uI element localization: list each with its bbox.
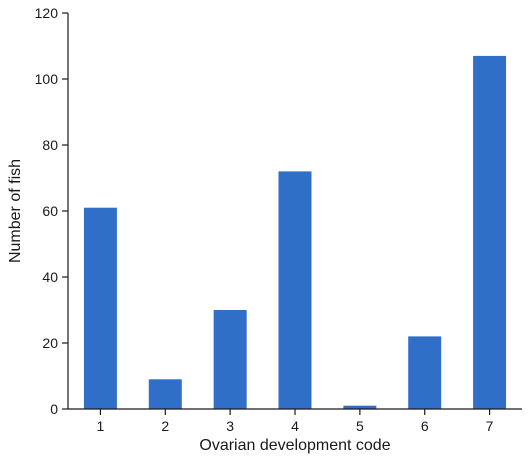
y-tick-label: 60 [42, 203, 58, 219]
y-tick-label: 80 [42, 137, 58, 153]
y-tick-label: 20 [42, 335, 58, 351]
x-tick-label: 3 [226, 418, 234, 434]
x-tick-label: 7 [486, 418, 494, 434]
x-tick-label: 5 [356, 418, 364, 434]
bar-1 [83, 207, 117, 409]
x-tick-label: 2 [161, 418, 169, 434]
x-ticks-group: 1 2 3 4 5 6 7 [97, 409, 494, 434]
bar-6 [408, 336, 442, 409]
y-tick-label: 120 [35, 5, 59, 21]
bar-7 [473, 55, 507, 410]
bar-2 [148, 379, 182, 409]
bar-4 [278, 171, 312, 409]
y-tick-label: 0 [50, 401, 58, 417]
y-tick-label: 40 [42, 269, 58, 285]
bar-3 [213, 310, 247, 409]
bar-5 [343, 405, 377, 409]
y-ticks-group: 0 20 40 60 80 100 120 [35, 5, 68, 417]
x-tick-label: 4 [291, 418, 299, 434]
x-tick-label: 6 [421, 418, 429, 434]
bars-group [83, 55, 507, 410]
y-axis-title: Number of fish [7, 159, 24, 263]
y-tick-label: 100 [35, 71, 59, 87]
x-axis-title: Ovarian development code [199, 437, 390, 454]
x-tick-label: 1 [97, 418, 105, 434]
